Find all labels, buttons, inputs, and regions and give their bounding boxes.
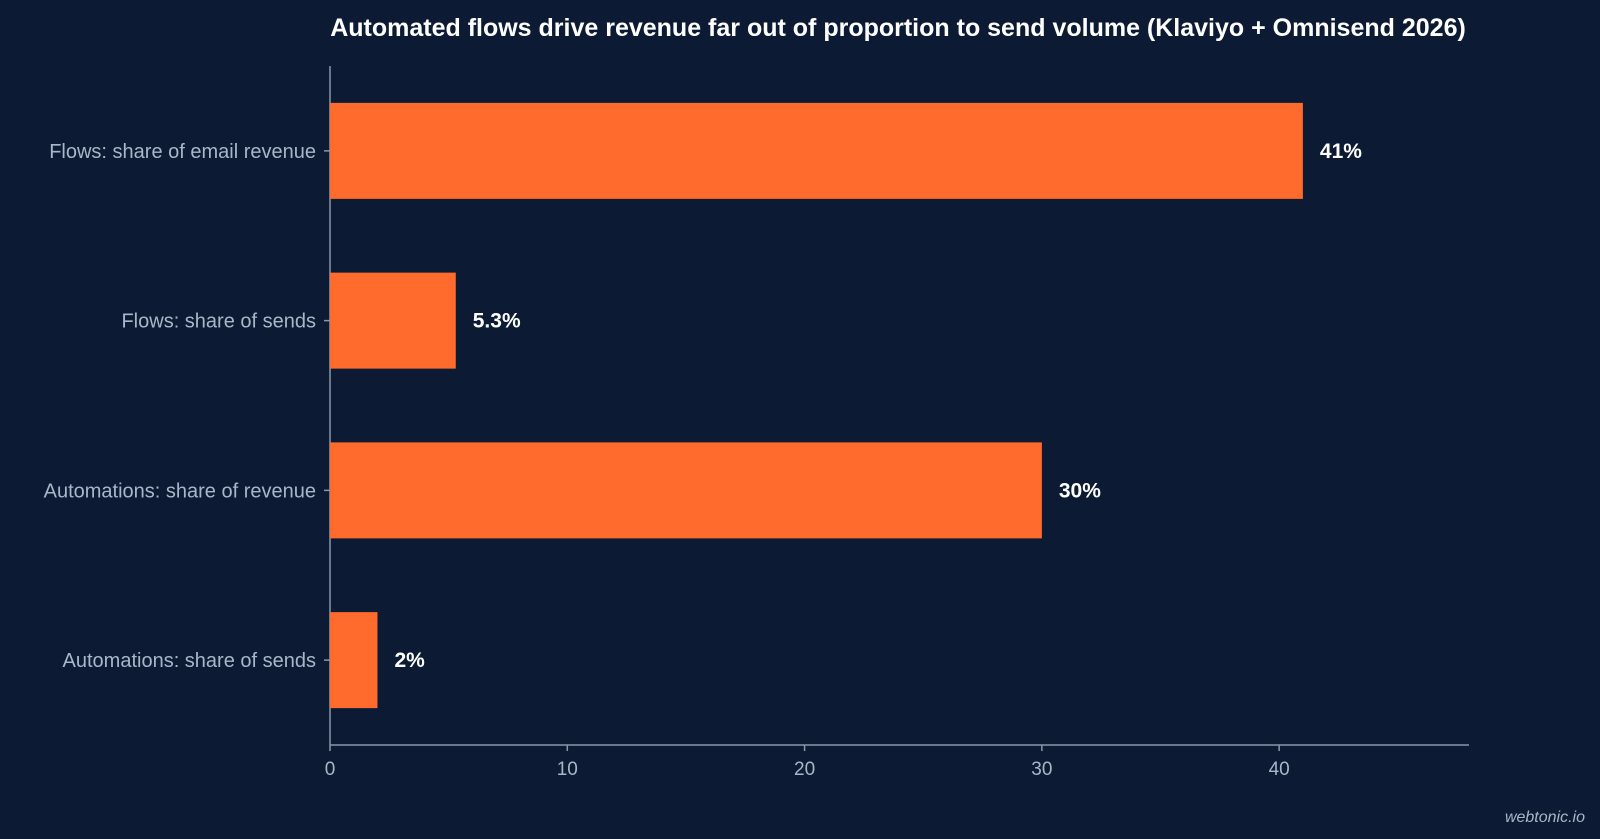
watermark-text: webtonic.io — [1505, 809, 1585, 826]
chart-title: Automated flows drive revenue far out of… — [330, 14, 1466, 42]
data-label: 41% — [1320, 140, 1362, 163]
category-label: Flows: share of sends — [121, 311, 316, 333]
data-label: 2% — [394, 649, 425, 672]
bar — [330, 272, 456, 369]
category-label: Automations: share of sends — [63, 650, 316, 672]
bar — [330, 442, 1042, 539]
x-tick-label: 10 — [557, 759, 578, 780]
bar — [330, 612, 378, 709]
category-label: Automations: share of revenue — [44, 480, 316, 502]
category-label: Flows: share of email revenue — [49, 141, 316, 163]
x-tick-label: 40 — [1269, 759, 1290, 780]
x-tick-label: 0 — [325, 759, 336, 780]
data-label: 30% — [1059, 479, 1101, 502]
bar — [330, 102, 1303, 199]
data-label: 5.3% — [473, 310, 521, 333]
x-tick-label: 20 — [794, 759, 815, 780]
x-tick-label: 30 — [1031, 759, 1052, 780]
plot-area: 0 10 20 30 40 Flows: share of email revenue 41… — [44, 66, 1469, 780]
